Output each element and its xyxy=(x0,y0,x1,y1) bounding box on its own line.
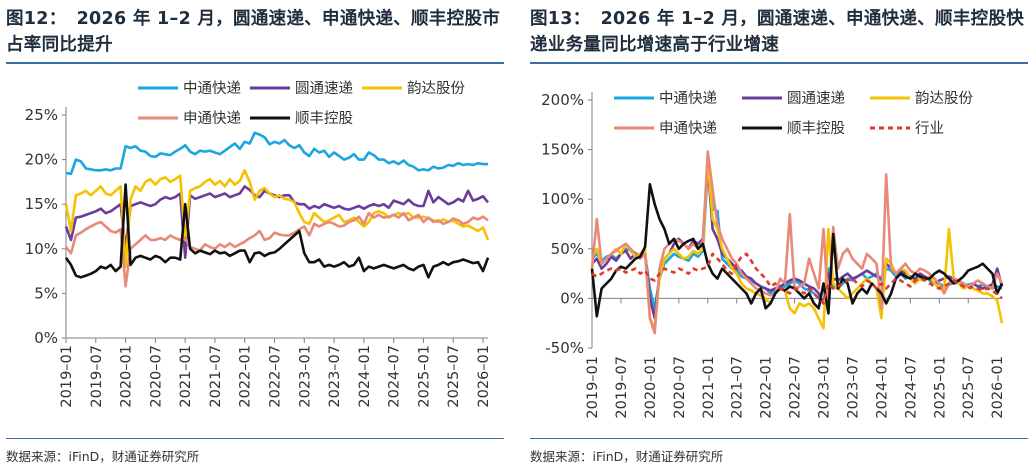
x-tick-label: 2020–01 xyxy=(119,345,135,408)
x-tick-label: 2025–07 xyxy=(961,356,977,419)
x-tick-label: 2020–07 xyxy=(672,356,688,419)
y-tick-label: 25% xyxy=(25,106,58,124)
x-tick-label: 2024–01 xyxy=(874,356,890,419)
series-line xyxy=(590,183,1004,318)
x-tick-label: 2025–01 xyxy=(416,345,432,408)
legend-label: 顺丰控股 xyxy=(787,120,845,137)
x-tick-label: 2022–01 xyxy=(759,356,775,419)
series-line xyxy=(590,150,1004,335)
series-line xyxy=(591,163,1004,320)
legend-label: 中通快递 xyxy=(659,90,717,107)
x-tick-label: 2025–07 xyxy=(446,345,462,408)
legend-label: 行业 xyxy=(915,120,944,137)
y-tick-label: 10% xyxy=(25,240,58,258)
x-tick-label: 2023–07 xyxy=(845,356,861,419)
line-chart-market-share: 0% 5% 10% 15% 20% 25% 2019–01 2019–07 2020–01 202… xyxy=(25,80,492,408)
title-divider-left xyxy=(6,62,504,64)
x-tick-label: 2023–01 xyxy=(817,356,833,419)
y-tick-label: 20% xyxy=(25,151,58,169)
x-tick-label: 2020–07 xyxy=(148,345,164,408)
x-tick-label: 2026–01 xyxy=(990,356,1006,419)
chart-title-left: 图12： 2026 年 1–2 月，圆通速递、申通快递、顺丰控股市占率同比提升 xyxy=(6,6,506,58)
x-tick-label: 2024–07 xyxy=(387,345,403,408)
legend-label: 圆通速递 xyxy=(787,90,845,107)
x-tick-label: 2021–07 xyxy=(730,356,746,419)
series-line xyxy=(64,169,490,268)
x-tick-label: 2022–07 xyxy=(268,345,284,408)
legend-label: 圆通速递 xyxy=(295,80,353,97)
legend-label: 顺丰控股 xyxy=(295,110,353,127)
x-tick-label: 2021–01 xyxy=(178,345,194,408)
x-tick-label: 2021–01 xyxy=(701,356,717,419)
x-tick-label: 2020–01 xyxy=(643,356,659,419)
footer-divider-right xyxy=(530,438,1028,439)
series-line xyxy=(64,211,489,288)
legend-label: 中通快递 xyxy=(183,80,241,97)
legend-label: 韵达股份 xyxy=(915,90,973,107)
series-line xyxy=(65,131,488,176)
y-tick-label: 50% xyxy=(551,240,584,258)
chart-panel-right: 图13： 2026 年 1–2 月，圆通速递、申通快递、顺丰控股快递业务量同比增速… xyxy=(524,0,1032,468)
source-note-left: 数据来源：iFinD，财通证券研究所 xyxy=(6,449,200,464)
x-tick-label: 2023–07 xyxy=(327,345,343,408)
y-tick-label: 15% xyxy=(25,195,58,213)
legend-label: 申通快递 xyxy=(183,110,241,127)
x-tick-label: 2024–01 xyxy=(357,345,373,408)
x-tick-label: 2026–01 xyxy=(476,345,492,408)
series-line xyxy=(591,252,1003,305)
chart-title-text-right: 2026 年 1–2 月，圆通速递、申通快递、顺丰控股快递业务量同比增速高于行业… xyxy=(530,9,1025,55)
y-tick-label: -50% xyxy=(545,339,584,357)
chart-title-text-left: 2026 年 1–2 月，圆通速递、申通快递、顺丰控股市占率同比提升 xyxy=(6,9,501,55)
footer-divider-left xyxy=(6,438,504,439)
series-line xyxy=(64,183,490,279)
series-line xyxy=(590,158,1004,330)
legend-label: 韵达股份 xyxy=(407,80,465,97)
y-tick-label: 100% xyxy=(541,190,584,208)
line-chart-volume-growth: -50% 0% 50% 100% 150% 200% 2019–01 2019–07 2020–… xyxy=(541,90,1006,419)
x-tick-label: 2022–07 xyxy=(788,356,804,419)
figure-number-left: 图12： xyxy=(6,9,67,29)
y-tick-label: 150% xyxy=(541,141,584,159)
y-tick-label: 200% xyxy=(541,91,584,109)
legend-label: 申通快递 xyxy=(659,120,717,137)
x-tick-label: 2024–07 xyxy=(903,356,919,419)
source-note-right: 数据来源：iFinD，财通证券研究所 xyxy=(530,449,724,464)
x-tick-label: 2019–07 xyxy=(89,345,105,408)
figure-number-right: 图13： xyxy=(530,9,591,29)
y-tick-label: 0% xyxy=(34,329,58,347)
x-tick-label: 2023–01 xyxy=(297,345,313,408)
y-tick-label: 0% xyxy=(560,289,584,307)
x-tick-label: 2019–01 xyxy=(59,345,75,408)
x-tick-label: 2019–01 xyxy=(585,356,601,419)
x-tick-label: 2025–01 xyxy=(932,356,948,419)
title-divider-right xyxy=(530,62,1028,64)
x-tick-label: 2021–07 xyxy=(208,345,224,408)
chart-title-right: 图13： 2026 年 1–2 月，圆通速递、申通快递、顺丰控股快递业务量同比增速… xyxy=(530,6,1030,58)
x-tick-label: 2019–07 xyxy=(614,356,630,419)
x-tick-label: 2022–01 xyxy=(238,345,254,408)
chart-panel-left: 图12： 2026 年 1–2 月，圆通速递、申通快递、顺丰控股市占率同比提升 0… xyxy=(0,0,510,468)
y-tick-label: 5% xyxy=(34,284,58,302)
